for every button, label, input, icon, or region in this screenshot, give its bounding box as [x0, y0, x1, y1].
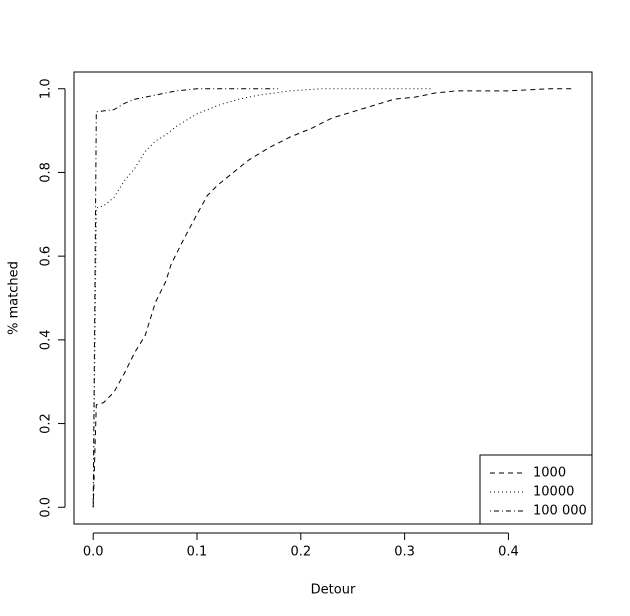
x-tick-label: 0.2 [290, 545, 311, 560]
x-tick-label: 0.0 [83, 545, 104, 560]
y-tick-label: 0.2 [39, 413, 54, 434]
y-tick-label: 0.6 [39, 246, 54, 267]
x-tick-label: 0.1 [187, 545, 208, 560]
y-tick-label: 0.4 [39, 330, 54, 351]
y-tick-label: 0.0 [39, 497, 54, 518]
x-axis-title: Detour [311, 583, 356, 598]
series-line [92, 88, 431, 508]
series-line [92, 88, 278, 508]
y-tick-label: 1.0 [39, 78, 54, 99]
plot-box [73, 71, 593, 525]
legend-label: 100 000 [533, 504, 587, 519]
legend-label: 10000 [533, 485, 574, 500]
legend-label: 1000 [533, 466, 566, 481]
series-line [92, 88, 573, 508]
x-tick-label: 0.4 [498, 545, 519, 560]
legend-box [479, 454, 593, 525]
y-tick-label: 0.8 [39, 162, 54, 183]
x-tick-label: 0.3 [394, 545, 415, 560]
y-axis-title: % matched [7, 261, 22, 335]
